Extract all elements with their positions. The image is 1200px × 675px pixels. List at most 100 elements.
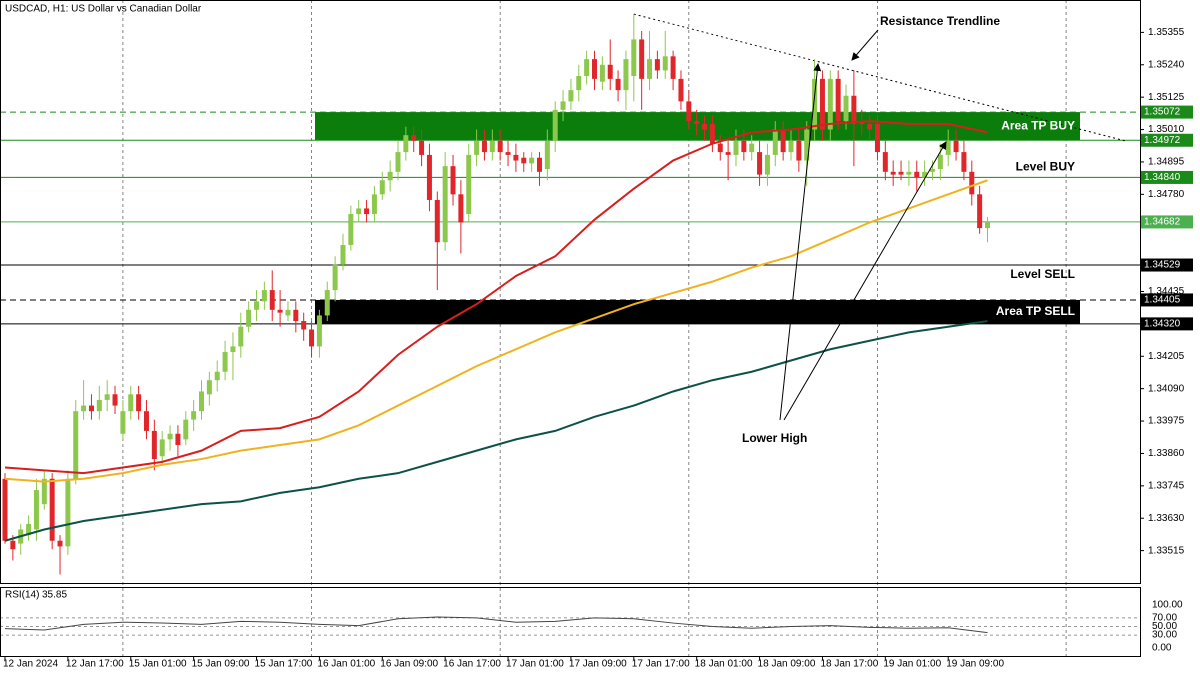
candle-body [764,154,770,175]
candle-body [576,76,582,91]
candle-body [489,140,495,153]
annotation-arrow [851,29,879,61]
candle-body [88,405,94,412]
candle-body [835,78,841,122]
candle-body [293,309,299,322]
rsi-tick-label: 30.00 [1152,630,1177,641]
x-tick-label: 17 Jan 17:00 [632,659,690,670]
candle-body [985,222,990,229]
candle-body [536,157,542,172]
candle-body [371,194,377,215]
candle-body [254,301,260,310]
candle-body [348,214,354,246]
candle-body [167,433,173,440]
candle-body [702,123,708,130]
y-tick-label: 1.33630 [1148,513,1185,524]
zone-label: Area TP SELL [996,304,1075,318]
x-tick-label: 12 Jan 2024 [3,659,58,670]
candle-body [285,309,291,316]
candle-body [332,264,338,291]
annotation-arrow [783,141,947,421]
candle-body [301,321,307,330]
rsi-tick-label: 100.00 [1152,600,1183,611]
candle-body [882,152,888,172]
x-tick-label: 18 Jan 17:00 [820,659,878,670]
candle-body [159,439,165,457]
candle-body [2,478,8,541]
x-tick-label: 16 Jan 09:00 [380,659,438,670]
candle-body [937,154,943,169]
candle-body [183,419,189,440]
candle-body [41,478,47,505]
candle-body [474,140,480,155]
candle-body [10,540,16,550]
rsi-line [4,616,988,634]
candle-body [96,399,102,412]
rsi-tick-label: 70.00 [1152,613,1177,624]
candle-body [914,171,920,178]
rsi-title: RSI(14) [5,590,39,601]
candle-body [969,171,975,195]
candle-body [694,121,700,124]
candle-body [403,135,409,153]
annotation-arrow [779,63,822,421]
candle-body [143,411,149,431]
candle-body [599,64,605,82]
candle-body [804,129,810,161]
candle-body [757,152,763,175]
candle-body [639,39,645,79]
candle-body [623,59,629,91]
candle-body [269,290,275,310]
candle-body [49,478,55,541]
candle-body [874,123,880,153]
x-tick-label: 17 Jan 09:00 [569,659,627,670]
candle-body [560,101,566,110]
candle-body [867,123,873,130]
candle-body [206,380,212,395]
level-price-box [1141,317,1193,331]
candle-body [65,478,71,547]
moving-average [4,120,988,475]
candle-body [521,157,527,164]
candle-body [277,309,283,313]
candle-body [513,154,519,161]
candle-body [26,523,32,536]
level-price-label: 1.34972 [1144,135,1181,146]
candle-body [395,152,401,172]
candle-body [33,490,39,530]
rsi-value: 35.85 [42,590,67,601]
candle-body [230,346,236,353]
candle-body [261,290,267,302]
candle-body [434,199,440,243]
candle-body [670,56,676,79]
candle-body [631,39,637,77]
level-price-label: 1.34682 [1144,217,1181,228]
y-tick-label: 1.34435 [1148,286,1185,297]
candle-body [568,90,574,102]
candle-body [725,152,731,155]
candle-body [57,540,63,547]
y-tick-label: 1.34895 [1148,157,1185,168]
level-price-label: 1.34320 [1144,319,1181,330]
candle-body [324,290,330,316]
candle-body [136,394,142,412]
zone [315,112,1080,141]
candle-body [426,154,432,200]
y-tick-label: 1.33975 [1148,416,1185,427]
candle-body [552,109,558,141]
candle-body [796,140,802,161]
x-tick-label: 18 Jan 01:00 [695,659,753,670]
candle-body [316,315,322,347]
zone [315,299,1080,324]
moving-average [4,179,988,483]
x-tick-label: 19 Jan 01:00 [883,659,941,670]
candle-body [458,194,464,223]
x-tick-label: 19 Jan 09:00 [946,659,1004,670]
annotation-label: Lower High [742,431,807,445]
candle-body [128,394,134,412]
candle-body [81,405,87,412]
level-price-box [1141,105,1193,119]
candle-body [120,411,126,434]
candle-body [387,171,393,181]
